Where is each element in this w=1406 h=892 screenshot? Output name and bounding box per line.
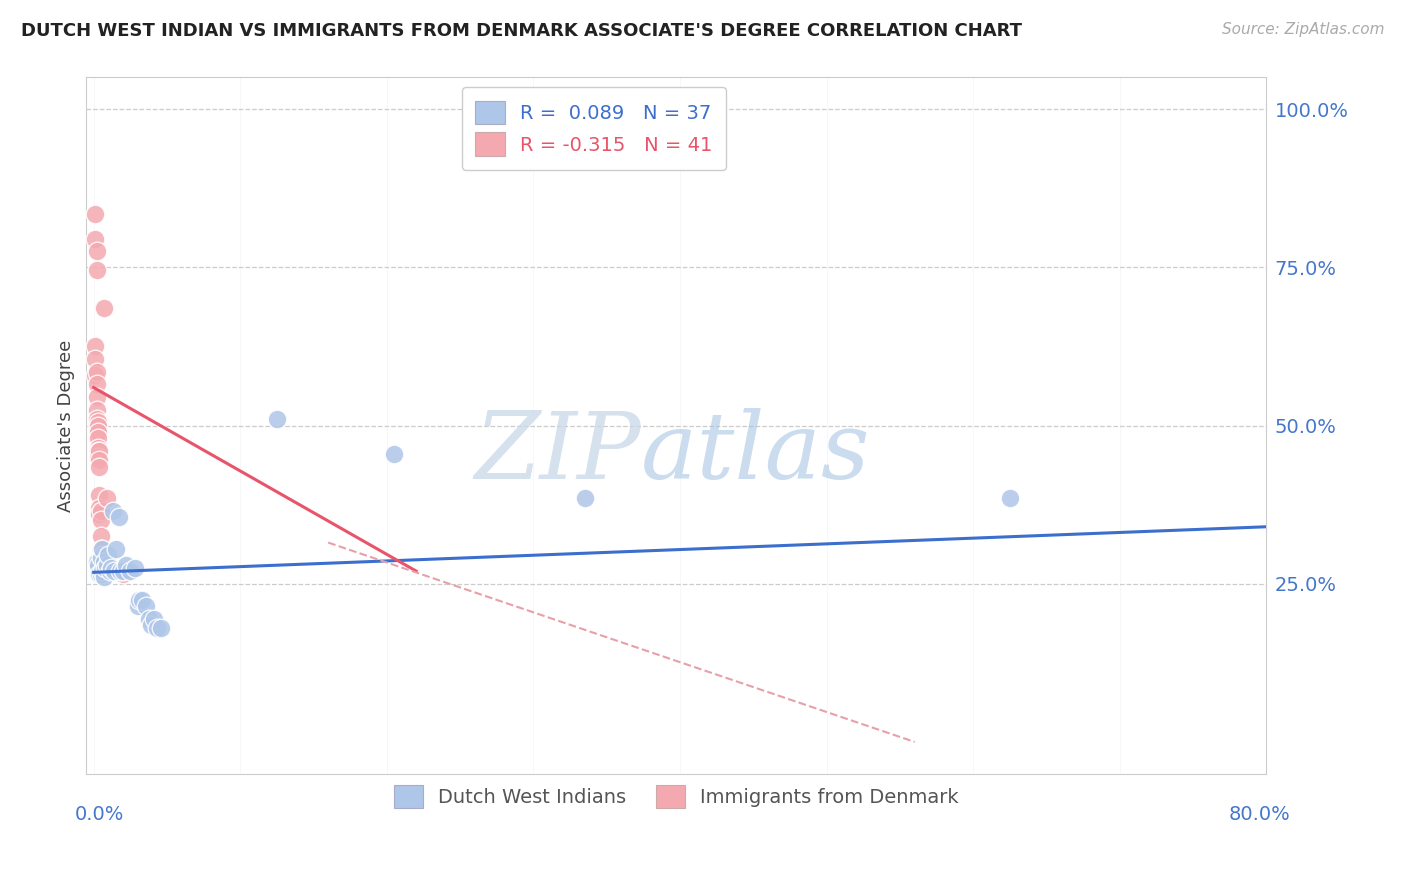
Point [111, 567, 134, 582]
Point [93, 301, 115, 316]
Point [91, 564, 114, 578]
Point [89, 453, 111, 467]
Point [90, 551, 112, 566]
Text: atlas: atlas [641, 409, 870, 499]
Point [89, 488, 111, 502]
Point [100, 564, 122, 578]
Point [94, 564, 117, 578]
Point [103, 564, 125, 578]
Legend: Dutch West Indians, Immigrants from Denmark: Dutch West Indians, Immigrants from Denm… [385, 777, 967, 816]
Point [86, 555, 108, 569]
Point [87, 441, 110, 455]
Point [84, 352, 107, 367]
Point [89, 500, 111, 515]
Point [128, 592, 150, 607]
Point [90, 504, 112, 518]
Point [97, 558, 120, 572]
Point [89, 459, 111, 474]
Point [98, 564, 121, 578]
Point [91, 548, 114, 562]
Point [96, 491, 118, 506]
Text: DUTCH WEST INDIAN VS IMMIGRANTS FROM DENMARK ASSOCIATE'S DEGREE CORRELATION CHAR: DUTCH WEST INDIAN VS IMMIGRANTS FROM DEN… [21, 22, 1022, 40]
Point [104, 564, 127, 578]
Point [87, 415, 110, 429]
Point [382, 447, 405, 461]
Point [91, 541, 114, 556]
Point [84, 232, 107, 246]
Point [90, 541, 112, 556]
Point [86, 390, 108, 404]
Point [131, 592, 153, 607]
Point [84, 339, 107, 353]
Point [150, 621, 173, 635]
Point [87, 418, 110, 433]
Point [138, 611, 160, 625]
Point [84, 206, 107, 220]
Point [86, 402, 108, 417]
Point [97, 548, 120, 562]
Point [87, 425, 110, 439]
Point [87, 431, 110, 445]
Point [89, 507, 111, 521]
Point [87, 561, 110, 575]
Point [86, 263, 108, 277]
Point [89, 567, 111, 582]
Point [115, 558, 138, 572]
Point [86, 418, 108, 433]
Text: ZIP: ZIP [474, 409, 641, 499]
Point [86, 365, 108, 379]
Point [91, 555, 114, 569]
Point [108, 564, 131, 578]
Point [87, 443, 110, 458]
Point [266, 412, 288, 426]
Point [87, 450, 110, 464]
Point [86, 244, 108, 259]
Point [124, 561, 146, 575]
Point [139, 618, 162, 632]
Point [104, 541, 127, 556]
Point [87, 558, 110, 572]
Point [90, 513, 112, 527]
Point [111, 564, 134, 578]
Point [89, 443, 111, 458]
Point [142, 611, 165, 625]
Point [135, 599, 157, 613]
Point [94, 561, 117, 575]
Point [120, 564, 142, 578]
Point [127, 599, 149, 613]
Point [145, 621, 167, 635]
Text: 80.0%: 80.0% [1229, 805, 1291, 824]
Point [86, 412, 108, 426]
Text: Source: ZipAtlas.com: Source: ZipAtlas.com [1222, 22, 1385, 37]
Point [93, 570, 115, 584]
Point [86, 377, 108, 392]
Point [84, 368, 107, 382]
Text: 0.0%: 0.0% [75, 805, 124, 824]
Point [998, 491, 1021, 506]
Point [91, 564, 114, 578]
Point [96, 558, 118, 572]
Point [93, 558, 115, 572]
Point [93, 555, 115, 569]
Point [101, 504, 124, 518]
Point [90, 529, 112, 543]
Point [107, 510, 129, 524]
Point [574, 491, 596, 506]
Y-axis label: Associate's Degree: Associate's Degree [58, 339, 75, 512]
Point [90, 567, 112, 582]
Point [100, 561, 122, 575]
